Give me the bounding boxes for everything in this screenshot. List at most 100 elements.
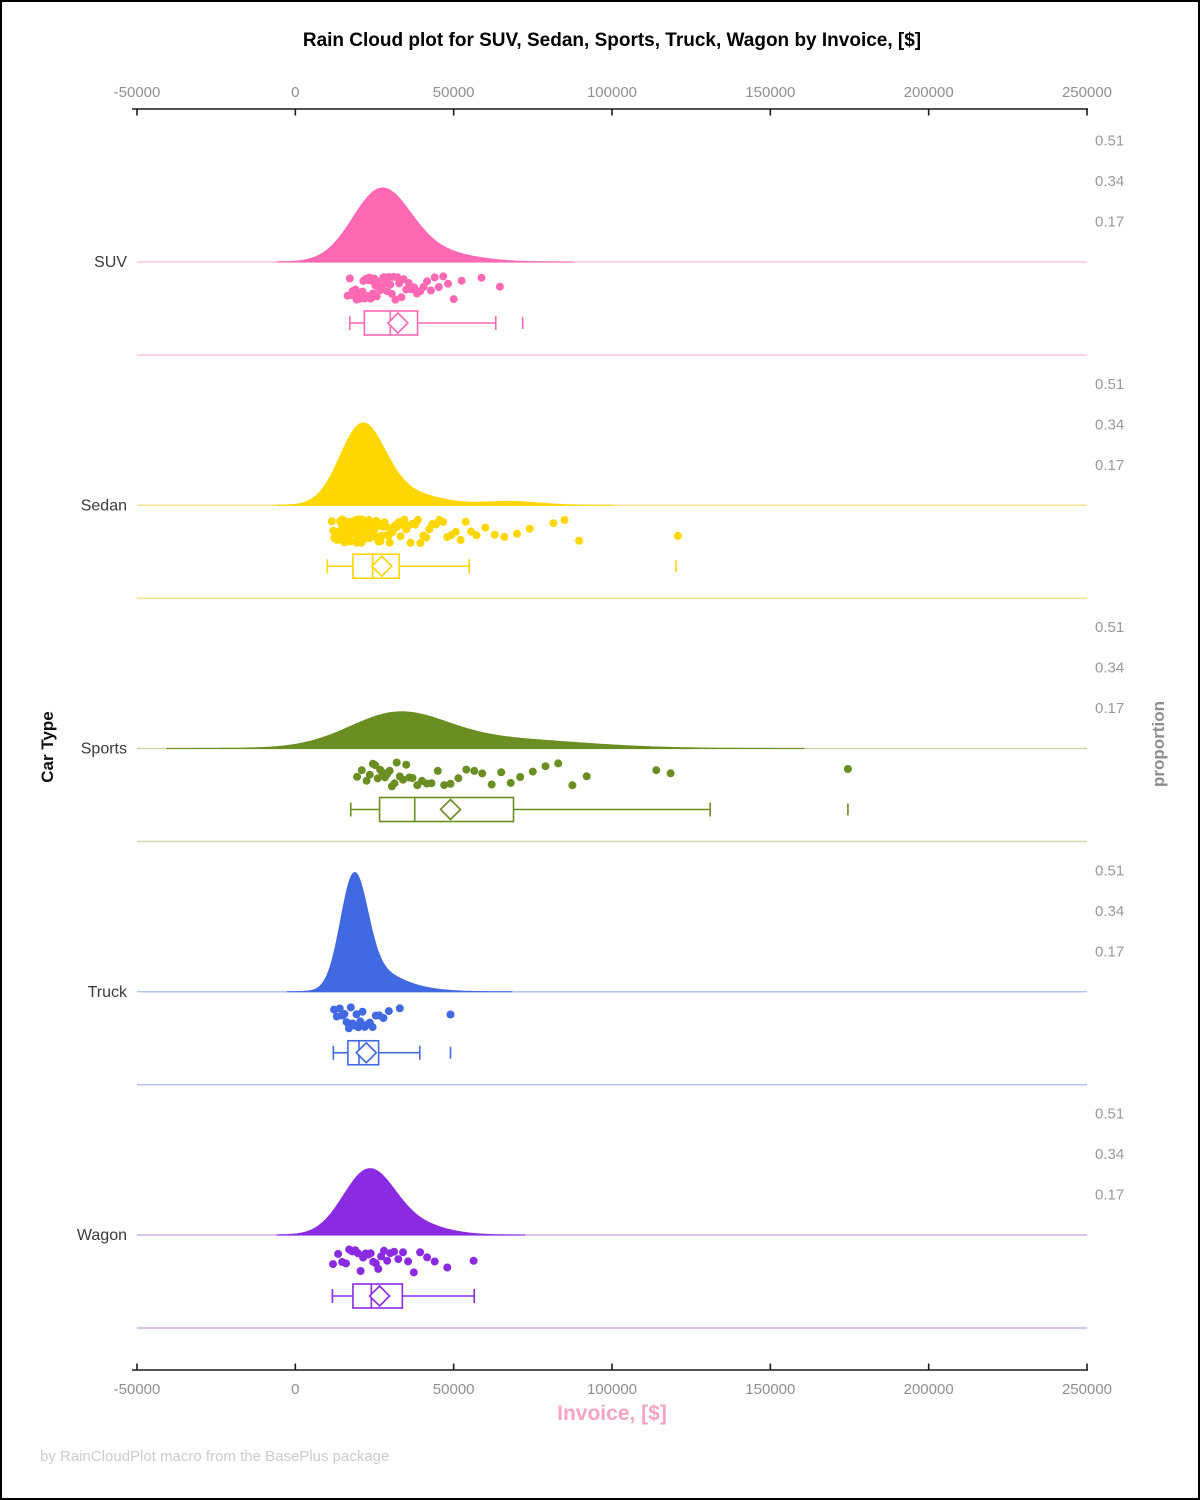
proportion-tick-label: 0.17 bbox=[1095, 1187, 1124, 1204]
category-label: Sports bbox=[81, 741, 127, 758]
rain-dot bbox=[439, 272, 448, 281]
rain-dot bbox=[487, 780, 496, 789]
rain-dot bbox=[380, 1246, 388, 1255]
proportion-tick-label: 0.17 bbox=[1095, 457, 1124, 474]
rain-dot bbox=[371, 761, 380, 770]
rain-dot bbox=[356, 1017, 365, 1026]
rain-dot bbox=[434, 283, 443, 292]
x2-tick-label: 50000 bbox=[433, 84, 475, 101]
rain-dot bbox=[444, 279, 452, 288]
proportion-tick-label: 0.34 bbox=[1095, 1146, 1124, 1163]
rain-dot bbox=[404, 279, 413, 287]
rain-dot bbox=[342, 1018, 351, 1027]
box-plot-truck bbox=[332, 1039, 452, 1066]
rain-dot bbox=[457, 276, 466, 285]
rain-dot bbox=[397, 293, 406, 302]
density-cloud-sedan bbox=[273, 422, 614, 506]
rain-dot bbox=[327, 517, 336, 526]
rain-dots-sports bbox=[353, 758, 852, 791]
proportion-tick-label: 0.17 bbox=[1095, 700, 1124, 717]
rain-dot bbox=[409, 1268, 418, 1277]
rain-dot bbox=[433, 766, 442, 775]
x-tick-label: 150000 bbox=[745, 1381, 795, 1398]
category-label: SUV bbox=[94, 254, 127, 271]
rain-dot bbox=[402, 760, 411, 769]
rain-dot bbox=[384, 1007, 393, 1016]
rain-dot bbox=[478, 769, 487, 778]
rain-dots-suv bbox=[343, 272, 504, 304]
x2-tick-label: 0 bbox=[291, 84, 299, 101]
rain-dot bbox=[416, 1248, 425, 1257]
rain-dot bbox=[406, 538, 415, 547]
rain-dot bbox=[497, 768, 506, 777]
rain-dot bbox=[560, 516, 569, 524]
rain-dot bbox=[652, 766, 661, 775]
rain-dot bbox=[439, 517, 448, 526]
rain-dot bbox=[379, 1014, 388, 1022]
rain-dot bbox=[446, 779, 455, 788]
rain-dot bbox=[423, 1253, 432, 1262]
rain-dot bbox=[525, 524, 534, 533]
rain-dot bbox=[426, 286, 435, 295]
panel-suv: SUV 0.51 0.34 0.17 bbox=[94, 133, 1124, 356]
panel-truck: Truck 0.51 0.34 0.17 bbox=[88, 862, 1124, 1086]
rain-dot bbox=[383, 1256, 392, 1265]
rain-dot bbox=[456, 535, 465, 544]
panel-wagon: Wagon 0.51 0.34 0.17 bbox=[77, 1106, 1124, 1329]
rain-dot bbox=[469, 1256, 478, 1265]
rain-dot bbox=[357, 766, 366, 775]
category-label: Sedan bbox=[81, 497, 127, 514]
mean-diamond bbox=[368, 1284, 391, 1308]
proportion-tick-label: 0.34 bbox=[1095, 903, 1124, 920]
rain-dot bbox=[345, 274, 354, 283]
rain-dot bbox=[365, 770, 374, 779]
rain-dot bbox=[416, 539, 425, 547]
rain-dot bbox=[370, 526, 379, 535]
footer-note: by RainCloudPlot macro from the BasePlus… bbox=[40, 1448, 390, 1465]
x2-tick-label: 250000 bbox=[1062, 84, 1112, 101]
rain-dot bbox=[427, 779, 436, 788]
x-axis-title: Invoice, [$] bbox=[557, 1402, 667, 1425]
proportion-tick-label: 0.51 bbox=[1095, 862, 1124, 879]
rain-dot bbox=[385, 538, 394, 547]
x-tick-label: 0 bbox=[291, 1381, 299, 1398]
rain-dot bbox=[440, 781, 449, 790]
rain-dot bbox=[430, 273, 439, 282]
rain-dot bbox=[342, 1259, 350, 1268]
y2-axis-title: proportion bbox=[1149, 701, 1168, 787]
x2-tick-label: 200000 bbox=[904, 84, 954, 101]
rain-dot bbox=[346, 537, 354, 546]
rain-dot bbox=[368, 1023, 377, 1032]
proportion-tick-label: 0.34 bbox=[1095, 660, 1124, 677]
panel-sports: Sports 0.51 0.34 0.17 bbox=[81, 619, 1124, 843]
mean-diamond bbox=[386, 311, 410, 335]
proportion-tick-label: 0.51 bbox=[1095, 376, 1124, 393]
rain-dot bbox=[374, 277, 382, 286]
rain-dot bbox=[516, 773, 525, 781]
density-cloud-suv bbox=[276, 187, 574, 263]
rain-dot bbox=[366, 1249, 375, 1258]
rain-dot bbox=[461, 517, 470, 526]
mean-diamond bbox=[439, 798, 462, 821]
proportion-tick-label: 0.51 bbox=[1095, 1106, 1124, 1123]
rain-dot bbox=[393, 273, 402, 282]
rain-dot bbox=[408, 774, 417, 782]
rain-dot bbox=[528, 767, 537, 776]
rain-dot bbox=[346, 1003, 355, 1012]
rain-dot bbox=[449, 295, 458, 304]
proportion-tick-label: 0.34 bbox=[1095, 173, 1124, 190]
rain-dot bbox=[413, 515, 422, 524]
panel-sedan: Sedan 0.51 0.34 0.17 bbox=[81, 376, 1124, 599]
rain-dot bbox=[399, 775, 407, 784]
rain-dot bbox=[404, 1257, 413, 1266]
rain-dot bbox=[673, 531, 682, 540]
proportion-tick-label: 0.34 bbox=[1095, 416, 1124, 433]
rain-dot bbox=[395, 1004, 404, 1013]
box-plot-wagon bbox=[331, 1283, 476, 1309]
rain-dot bbox=[506, 778, 515, 787]
category-label: Truck bbox=[88, 984, 128, 1001]
rain-dot bbox=[386, 280, 395, 289]
proportion-tick-label: 0.17 bbox=[1095, 214, 1124, 231]
rain-dot bbox=[351, 285, 360, 294]
